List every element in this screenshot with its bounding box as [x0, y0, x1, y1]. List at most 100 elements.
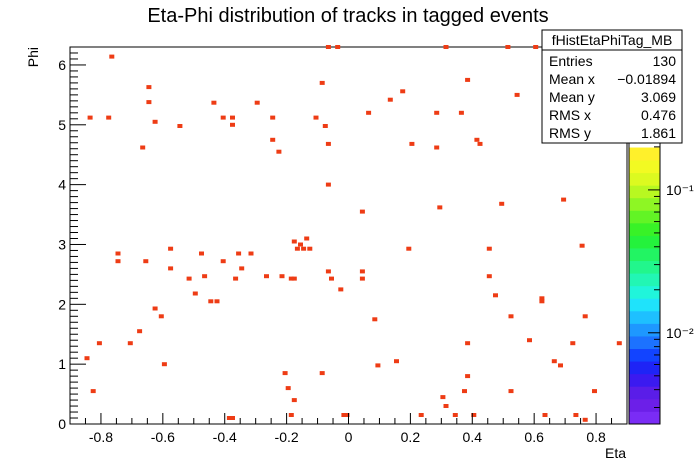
palette-band: [629, 386, 660, 400]
data-cell: [288, 413, 294, 417]
data-cell: [458, 110, 464, 115]
palette-band: [629, 197, 660, 211]
stats-value-rms-y: 1.861: [641, 125, 676, 141]
data-cell: [233, 276, 239, 281]
data-cell: [158, 314, 164, 319]
stats-value-mean-x: −0.01894: [617, 71, 676, 87]
data-cell: [508, 314, 514, 319]
data-cell: [137, 329, 143, 334]
data-cell: [168, 246, 174, 251]
stats-value-rms-x: 0.476: [641, 107, 676, 123]
data-cell: [301, 246, 307, 251]
data-cell: [452, 413, 458, 417]
data-cell: [437, 205, 443, 210]
stats-box-frame: [541, 29, 683, 144]
data-cell: [109, 54, 115, 59]
data-cell: [146, 100, 152, 105]
data-cell: [505, 45, 511, 49]
data-cell: [270, 115, 276, 120]
data-cell: [539, 296, 545, 301]
data-cell: [514, 92, 520, 97]
data-cell: [239, 266, 245, 271]
data-cell: [304, 236, 310, 241]
data-cell: [499, 201, 505, 206]
data-cell: [551, 359, 557, 364]
x-axis: -0.8 -0.6 -0.4 -0.2 0 0.2 0.4 0.6 0.8: [69, 413, 628, 445]
data-cell: [359, 209, 365, 214]
data-cell: [508, 389, 514, 394]
data-cell: [359, 276, 365, 281]
data-cell: [291, 239, 297, 244]
palette-band: [629, 273, 660, 287]
data-cell: [270, 137, 276, 142]
data-cell: [341, 413, 347, 417]
data-cell: [527, 338, 532, 343]
palette-label: 10⁻¹: [666, 182, 694, 198]
y-axis-label: Phi: [25, 47, 41, 67]
data-cell: [561, 197, 567, 202]
x-tick-label: -0.2: [275, 429, 299, 445]
data-cell: [375, 363, 381, 368]
data-cell: [279, 274, 285, 279]
stats-box: fHistEtaPhiTag_MB Entries 130 Mean x −0.…: [541, 29, 683, 144]
data-cell: [96, 341, 102, 346]
palette-band: [629, 210, 660, 224]
data-cell: [84, 356, 90, 361]
data-cell: [434, 110, 440, 115]
data-cell: [582, 314, 588, 319]
data-cell: [140, 145, 146, 150]
y-axis: 0 1 2 3 4 5 6: [58, 46, 86, 432]
data-cell: [230, 122, 235, 127]
data-cell: [462, 389, 467, 394]
data-cell: [192, 291, 198, 296]
data-cell: [471, 413, 477, 417]
palette-band: [629, 336, 660, 349]
data-cell: [493, 293, 498, 298]
y-tick-label: 4: [58, 177, 66, 193]
data-cell: [186, 276, 192, 281]
data-cell: [236, 251, 242, 256]
data-cell: [282, 371, 288, 376]
data-cell: [418, 413, 424, 417]
data-cell: [465, 374, 471, 379]
data-cell: [400, 89, 406, 94]
data-cell: [443, 45, 449, 49]
plot-frame: [69, 46, 628, 425]
x-tick-label: -0.8: [89, 429, 113, 445]
x-tick-label: -0.4: [213, 429, 237, 445]
data-cell: [533, 45, 539, 49]
x-axis-label: Eta: [605, 445, 626, 461]
data-cell: [582, 417, 588, 422]
data-cell: [558, 363, 563, 368]
data-cell: [592, 389, 597, 394]
data-cell: [372, 317, 378, 322]
data-cell: [542, 413, 548, 417]
x-tick-label: 0.6: [524, 429, 544, 445]
stats-label-mean-y: Mean y: [549, 89, 595, 105]
y-tick-label: 5: [58, 117, 66, 133]
y-tick-label: 3: [58, 236, 66, 252]
data-points: [84, 45, 622, 422]
data-cell: [291, 398, 297, 403]
data-cell: [276, 149, 282, 154]
data-cell: [322, 124, 328, 128]
data-cell: [387, 97, 393, 102]
x-tick-label: 0.8: [586, 429, 606, 445]
data-cell: [146, 85, 152, 90]
data-cell: [285, 386, 291, 391]
data-cell: [486, 246, 492, 251]
data-cell: [208, 299, 214, 304]
stats-value-mean-y: 3.069: [641, 89, 676, 105]
palette-band: [629, 222, 660, 236]
data-cell: [220, 259, 226, 264]
plot-area: [69, 46, 628, 425]
palette-band: [629, 310, 660, 324]
data-cell: [230, 115, 235, 120]
data-cell: [87, 115, 93, 120]
x-tick-label: -0.6: [151, 429, 175, 445]
stats-label-rms-x: RMS x: [549, 107, 591, 123]
data-cell: [465, 341, 471, 346]
data-cell: [313, 115, 319, 120]
palette-band: [629, 160, 660, 174]
